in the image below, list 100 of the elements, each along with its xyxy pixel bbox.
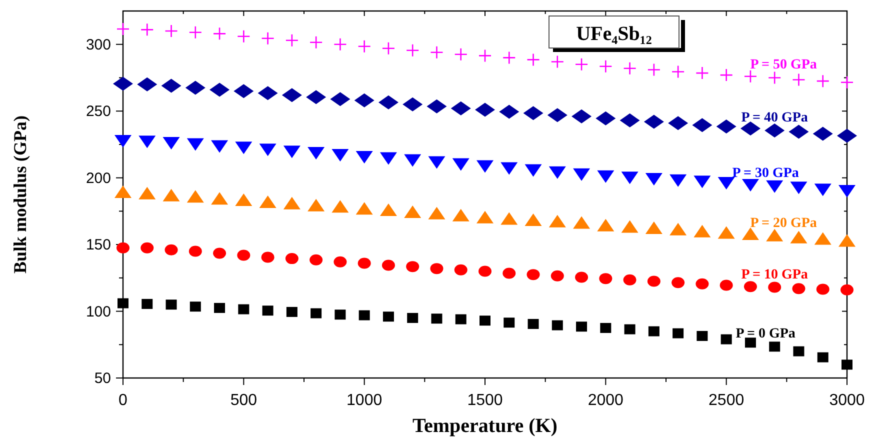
- point: [334, 310, 346, 320]
- text: UFe₄Sb₁₂: [576, 23, 652, 45]
- point: [308, 146, 325, 160]
- point: [285, 34, 299, 48]
- point: [310, 254, 323, 266]
- point: [332, 200, 349, 213]
- point: [597, 170, 614, 183]
- point: [744, 70, 758, 84]
- point: [431, 314, 442, 324]
- point: [500, 212, 518, 225]
- point: [573, 216, 590, 229]
- y-tick-label: 200: [86, 170, 111, 187]
- point: [500, 162, 518, 175]
- point: [430, 263, 444, 274]
- point: [358, 258, 371, 269]
- point: [237, 30, 250, 44]
- point: [793, 346, 804, 356]
- point: [575, 272, 588, 283]
- x-tick-label: 2000: [588, 392, 624, 409]
- point: [842, 360, 852, 370]
- point: [140, 242, 154, 254]
- point: [164, 24, 178, 38]
- series-label: P = 40 GPa: [741, 110, 808, 126]
- point: [382, 260, 395, 271]
- point: [814, 184, 832, 196]
- point: [696, 278, 709, 290]
- point: [718, 176, 735, 190]
- point: [671, 65, 685, 78]
- point: [455, 314, 466, 324]
- point: [454, 264, 468, 276]
- point: [623, 274, 636, 286]
- point: [599, 273, 612, 284]
- point: [766, 228, 784, 242]
- point: [600, 322, 612, 333]
- point: [238, 304, 250, 314]
- point: [306, 90, 326, 104]
- point: [576, 322, 588, 332]
- point: [407, 312, 418, 323]
- point: [330, 92, 350, 106]
- point: [262, 306, 274, 316]
- point: [597, 218, 614, 232]
- point: [621, 220, 638, 233]
- point: [744, 281, 757, 292]
- y-tick-label: 100: [86, 303, 111, 320]
- point: [792, 73, 806, 86]
- point: [161, 78, 182, 93]
- point: [258, 86, 278, 100]
- point: [358, 310, 370, 320]
- point: [648, 326, 660, 336]
- point: [816, 74, 830, 88]
- point: [428, 206, 446, 220]
- point: [116, 242, 130, 254]
- point: [406, 261, 420, 272]
- point: [644, 114, 664, 129]
- point: [478, 266, 492, 277]
- point: [694, 176, 711, 188]
- point: [672, 328, 684, 338]
- point: [309, 36, 323, 50]
- point: [694, 224, 711, 238]
- point: [188, 246, 202, 257]
- point: [261, 32, 274, 46]
- point: [452, 208, 470, 222]
- point: [186, 138, 204, 151]
- point: [696, 66, 709, 80]
- point: [502, 51, 516, 64]
- point: [116, 22, 130, 36]
- point: [235, 194, 252, 206]
- point: [113, 76, 133, 91]
- point: [480, 316, 490, 326]
- point: [620, 113, 640, 128]
- point: [452, 158, 470, 171]
- point: [382, 42, 396, 56]
- point: [212, 27, 226, 40]
- point: [402, 97, 423, 112]
- point: [645, 172, 662, 186]
- point: [572, 109, 592, 124]
- point: [523, 106, 544, 120]
- point: [259, 196, 276, 208]
- point: [720, 334, 732, 344]
- point: [142, 298, 153, 309]
- point: [550, 55, 564, 68]
- point: [164, 244, 178, 256]
- point: [235, 142, 252, 154]
- point: [211, 140, 228, 153]
- point: [720, 68, 733, 82]
- point: [670, 222, 687, 236]
- series-label: P = 0 GPa: [736, 326, 796, 342]
- point: [670, 174, 687, 187]
- point: [524, 164, 542, 177]
- point: [186, 190, 204, 203]
- point: [404, 206, 422, 218]
- point: [766, 180, 784, 193]
- point: [308, 198, 325, 212]
- y-axis-title: Bulk modulus (GPa): [10, 115, 30, 274]
- point: [356, 150, 373, 164]
- point: [814, 232, 832, 245]
- point: [645, 222, 662, 234]
- point: [524, 214, 542, 226]
- point: [742, 228, 759, 240]
- point: [573, 168, 590, 181]
